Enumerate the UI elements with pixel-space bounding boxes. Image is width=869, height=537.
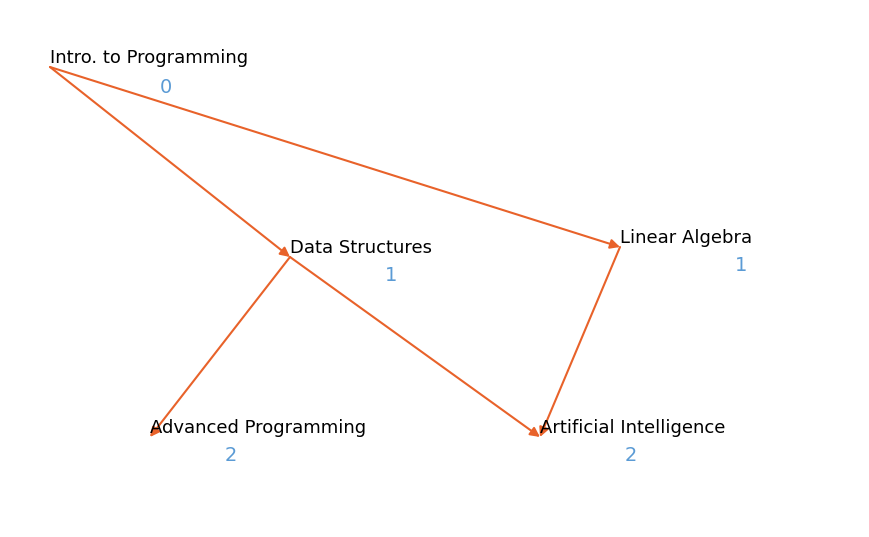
Text: Artificial Intelligence: Artificial Intelligence <box>540 419 725 437</box>
Text: 1: 1 <box>385 266 397 285</box>
Text: 1: 1 <box>734 256 746 275</box>
Text: Intro. to Programming: Intro. to Programming <box>50 49 248 67</box>
Text: 2: 2 <box>225 446 237 465</box>
Text: Linear Algebra: Linear Algebra <box>620 229 752 247</box>
Text: 2: 2 <box>624 446 637 465</box>
Text: 0: 0 <box>160 78 172 97</box>
Text: Data Structures: Data Structures <box>289 239 432 257</box>
Text: Advanced Programming: Advanced Programming <box>149 419 366 437</box>
